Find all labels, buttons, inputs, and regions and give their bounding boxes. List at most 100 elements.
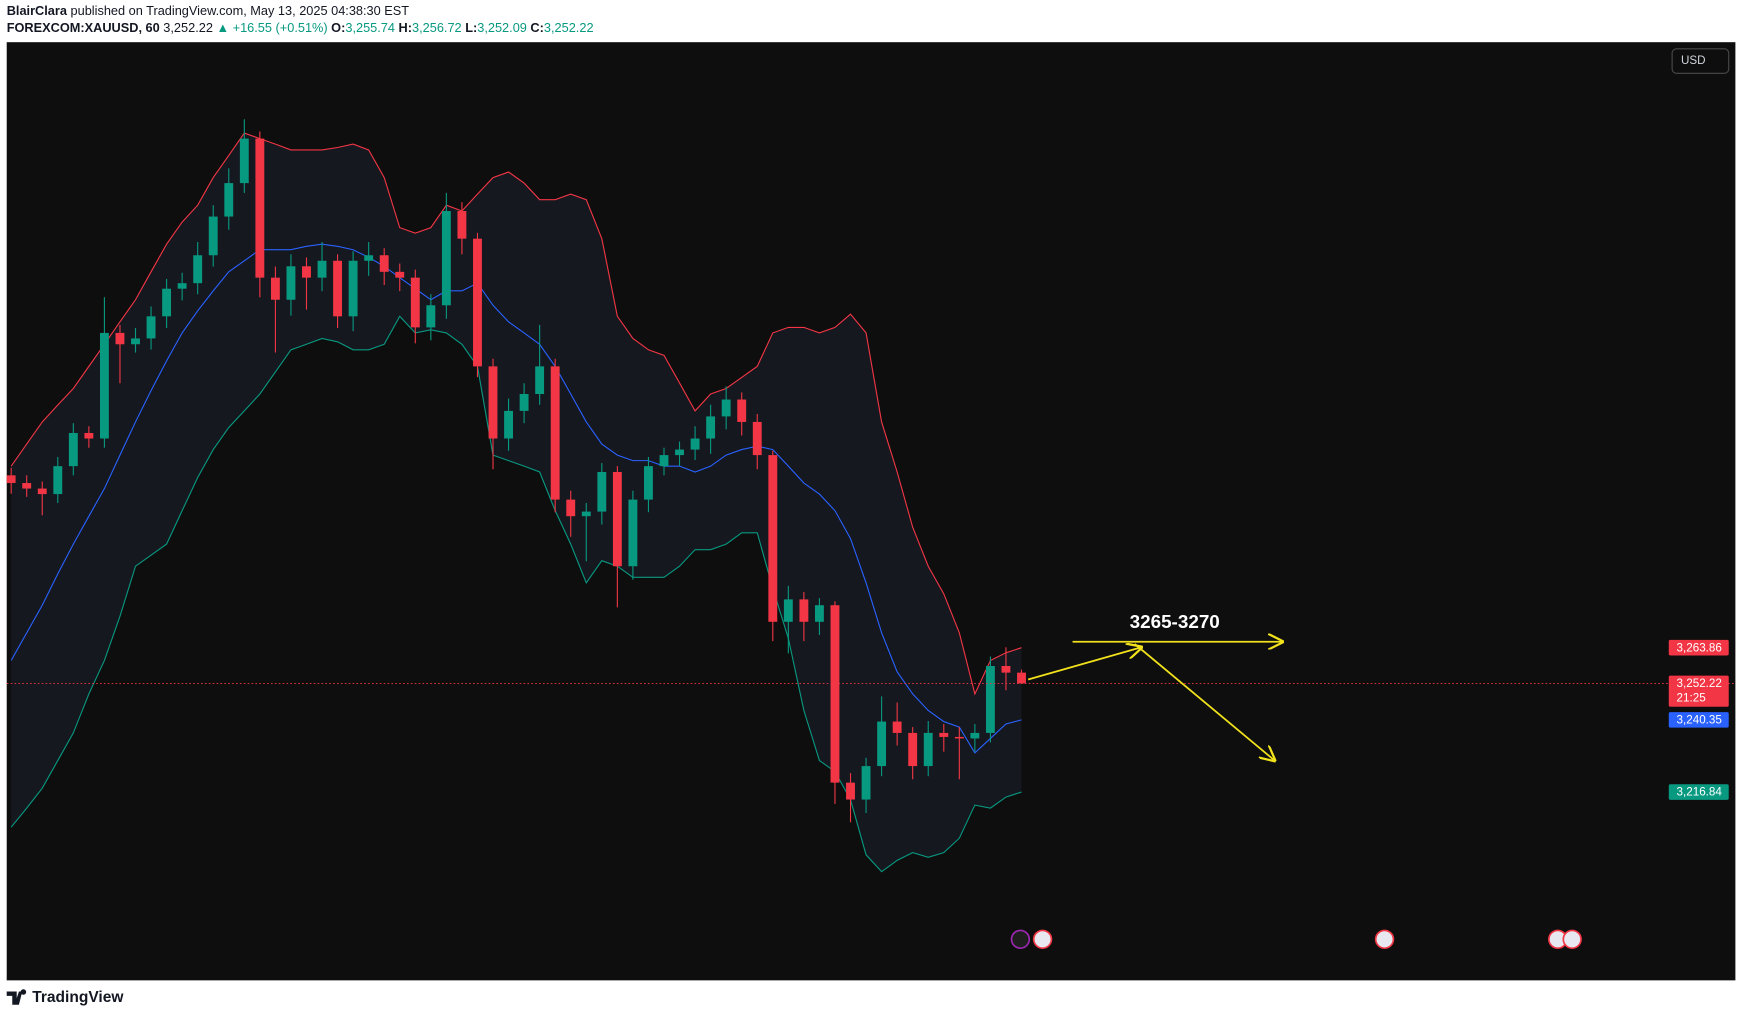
ohlc-key: O: bbox=[331, 20, 345, 35]
brand: TradingView bbox=[32, 989, 124, 1006]
candle-body bbox=[923, 732, 933, 767]
candle-body bbox=[644, 466, 653, 500]
candle-body bbox=[706, 416, 716, 439]
candle-body bbox=[53, 466, 63, 495]
candle-body bbox=[612, 471, 622, 567]
candle-body bbox=[877, 721, 887, 767]
logo: TradingView bbox=[6, 989, 124, 1006]
annotation: 3265-3270 bbox=[1130, 611, 1220, 632]
candle-body bbox=[581, 511, 591, 517]
candle-body bbox=[255, 138, 265, 278]
band-line bbox=[10, 243, 1022, 754]
price: 3,252.22 bbox=[163, 20, 213, 35]
candle-body bbox=[348, 260, 358, 317]
candle-body bbox=[224, 183, 234, 217]
published: published on TradingView.com, May 13, 20… bbox=[71, 4, 410, 19]
candle-body bbox=[37, 488, 47, 495]
price-label: 3,263.86 bbox=[1677, 641, 1722, 654]
candle-body bbox=[146, 316, 156, 339]
event-icon[interactable] bbox=[1010, 929, 1031, 949]
candle-body bbox=[550, 366, 560, 500]
candle-body bbox=[317, 260, 327, 278]
candle-body bbox=[892, 721, 902, 733]
candle-body bbox=[799, 599, 809, 622]
price-label-box bbox=[1668, 784, 1729, 800]
price-label: 3,216.84 bbox=[1677, 786, 1723, 799]
ohlc-value: 3,252.09 bbox=[477, 20, 527, 35]
candle-body bbox=[364, 255, 374, 261]
candle-body bbox=[830, 605, 840, 783]
candle-body bbox=[99, 332, 109, 439]
ohlc-key: L: bbox=[465, 20, 477, 35]
author: BlairClara bbox=[7, 4, 68, 19]
candle-body bbox=[286, 266, 296, 300]
price-label: 3,252.22 bbox=[1677, 677, 1722, 690]
candle-body bbox=[441, 211, 451, 306]
candle-body bbox=[84, 432, 94, 439]
event-icon[interactable] bbox=[1562, 929, 1582, 949]
candle-body bbox=[426, 305, 436, 328]
candle-body bbox=[379, 255, 389, 272]
candle-body bbox=[768, 455, 778, 622]
countdown: 21:25 bbox=[1677, 692, 1706, 705]
candle-body bbox=[410, 277, 420, 328]
ohlc-value: 3,256.72 bbox=[412, 20, 462, 35]
candle-body bbox=[737, 399, 747, 422]
candle-body bbox=[131, 338, 140, 345]
candle-body bbox=[270, 277, 280, 300]
candle-body bbox=[690, 438, 700, 450]
candle-body bbox=[239, 138, 249, 184]
candle-body bbox=[659, 455, 669, 467]
candle-body bbox=[597, 471, 607, 512]
candle-body bbox=[783, 599, 793, 622]
logo-icon bbox=[6, 989, 27, 1005]
candle-body bbox=[208, 216, 218, 256]
candle-body bbox=[675, 449, 684, 456]
header-line: BlairClara published on TradingView.com,… bbox=[7, 4, 410, 19]
ohlc-value: 3,255.74 bbox=[345, 20, 395, 35]
candle-body bbox=[457, 211, 467, 239]
candle-body bbox=[566, 499, 576, 517]
candle-body bbox=[752, 421, 762, 456]
candle-body bbox=[302, 266, 311, 278]
candle-body bbox=[954, 736, 964, 739]
candle-body bbox=[488, 366, 498, 439]
candle-body bbox=[861, 766, 871, 800]
ohlc-key: C: bbox=[530, 20, 543, 35]
candle-body bbox=[846, 782, 855, 800]
currency[interactable]: USD bbox=[1681, 54, 1706, 67]
candle-body bbox=[6, 475, 16, 484]
ohlc-key: H: bbox=[399, 20, 412, 35]
event-icon[interactable] bbox=[1032, 929, 1053, 949]
candle-body bbox=[504, 410, 513, 439]
candle-body bbox=[68, 432, 78, 467]
event-icons bbox=[1010, 929, 1582, 949]
price-label-box bbox=[1668, 675, 1729, 707]
candle-body bbox=[908, 732, 918, 767]
candle-body bbox=[115, 332, 125, 345]
arrow bbox=[1134, 643, 1275, 761]
candle-body bbox=[1001, 666, 1011, 673]
change: ▲ +16.55 (+0.51%) bbox=[216, 20, 327, 35]
candle-body bbox=[22, 483, 32, 489]
candle-body bbox=[939, 732, 949, 737]
drawings: 3265-3270 bbox=[1027, 611, 1282, 761]
candle-body bbox=[721, 399, 731, 417]
symbol: FOREXCOM:XAUUSD, 60 bbox=[7, 20, 160, 35]
currency-box[interactable] bbox=[1671, 48, 1730, 74]
band-line bbox=[10, 132, 1022, 696]
price-label-box bbox=[1668, 712, 1729, 728]
event-icon[interactable] bbox=[1374, 929, 1395, 949]
plot: 3,263.86 3,252.22 21:25 3,240.35 3,216.84 bbox=[6, 119, 1736, 873]
candle-body bbox=[1017, 672, 1026, 684]
candle-body bbox=[473, 238, 482, 367]
candle-body bbox=[519, 394, 529, 411]
candle-body bbox=[162, 288, 172, 317]
candle-body bbox=[395, 271, 405, 278]
band-fill bbox=[11, 133, 1022, 872]
symbol-line: FOREXCOM:XAUUSD, 60 3,252.22 ▲ +16.55 (+… bbox=[7, 20, 594, 35]
ohlc-value: 3,252.22 bbox=[544, 20, 594, 35]
candle-body bbox=[628, 499, 638, 567]
candle-body bbox=[970, 732, 980, 739]
